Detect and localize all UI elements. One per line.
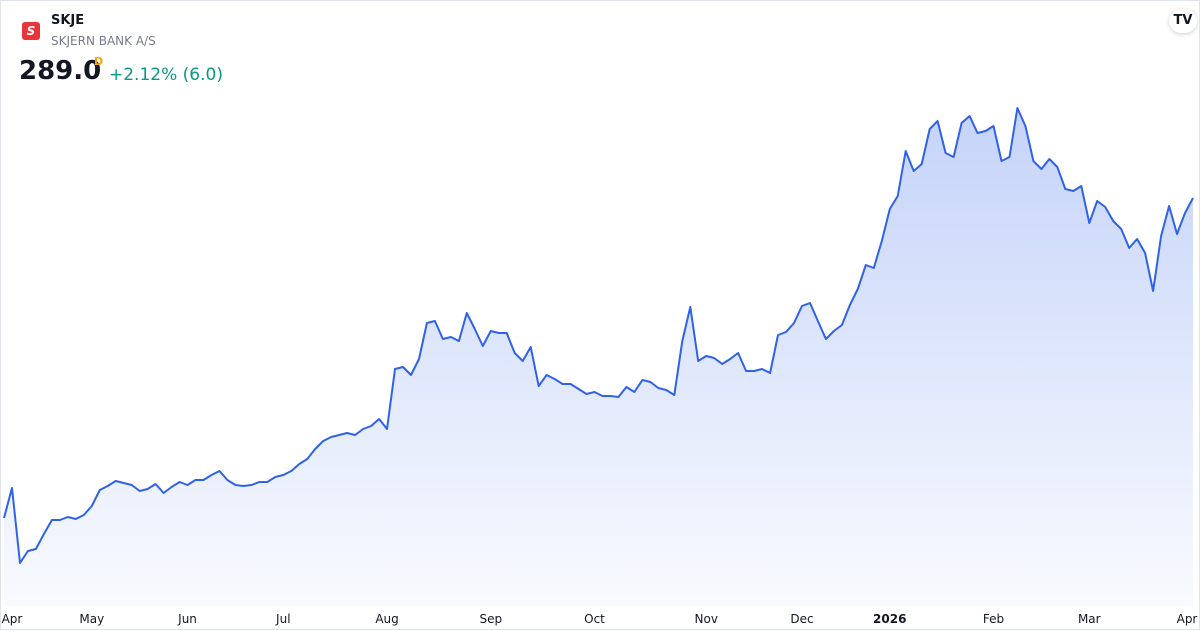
x-tick-label: Jul: [275, 612, 290, 626]
price-line: [3, 107, 1194, 564]
x-tick-label: May: [79, 612, 104, 626]
x-tick-label: Mar: [1078, 612, 1101, 626]
price: 289.0: [19, 56, 102, 86]
symbol: SKJE: [51, 13, 85, 28]
x-tick-label: Oct: [584, 612, 605, 626]
x-tick-label: Apr: [2, 612, 23, 626]
tradingview-logo[interactable]: TV: [1169, 9, 1197, 33]
x-tick-label: Aug: [375, 612, 398, 626]
x-tick-label: Jun: [177, 612, 197, 626]
x-tick-label: Apr: [1177, 612, 1198, 626]
x-tick-label: 2026: [873, 612, 906, 626]
area-fill: [4, 108, 1193, 606]
change: +2.12% (6.0): [109, 65, 223, 85]
x-tick-label: Sep: [479, 612, 502, 626]
company-name: SKJERN BANK A/S: [51, 34, 156, 48]
interval: D: [94, 55, 104, 68]
x-tick-label: Dec: [790, 612, 813, 626]
x-tick-label: Feb: [983, 612, 1004, 626]
x-tick-label: Nov: [695, 612, 718, 626]
logo: S: [22, 22, 40, 40]
